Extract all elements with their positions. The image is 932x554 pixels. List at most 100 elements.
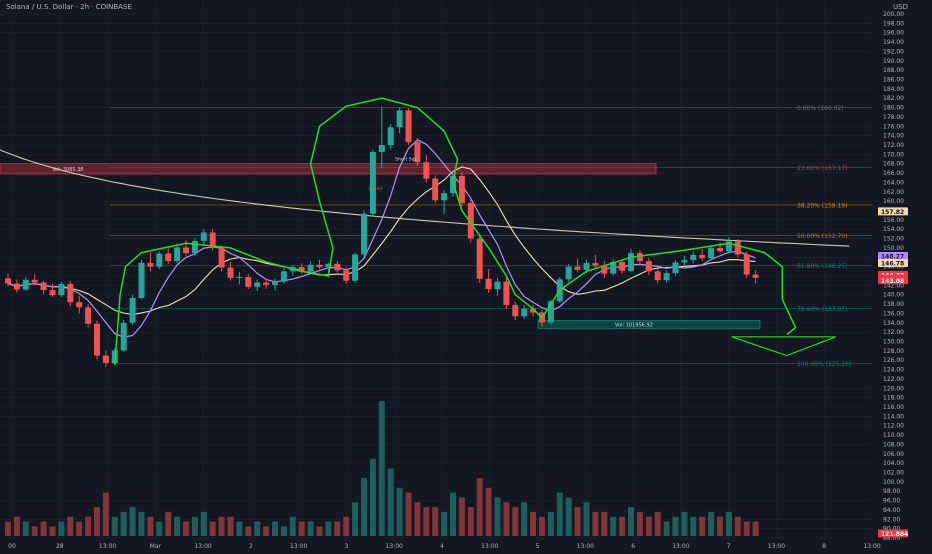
annotation-liquid: Liquid (368, 186, 382, 192)
candle-body (743, 254, 750, 275)
volume-bar (236, 521, 243, 536)
candle-body (245, 276, 252, 287)
volume-bar (280, 526, 287, 536)
candle-body (40, 282, 47, 291)
candle-body (663, 273, 670, 281)
candle-body (272, 281, 278, 285)
volume-bar (183, 521, 189, 536)
candle-body (5, 278, 11, 284)
time-tick-label: 3 (345, 543, 349, 550)
price-tick-label: 90.00 (883, 526, 900, 533)
price-tick-label: 150.00 (883, 245, 904, 252)
price-tick-label: 180.00 (883, 105, 904, 112)
volume-bar (120, 511, 127, 536)
time-tick-label: 13:00 (386, 543, 403, 550)
candle-body (628, 253, 634, 271)
candle-body (601, 265, 608, 274)
candle-body (102, 355, 109, 364)
price-tick-label: 182.00 (883, 95, 904, 102)
candle-body (503, 281, 510, 306)
price-tick-label: 122.00 (883, 376, 904, 383)
candle-body (218, 247, 225, 268)
drawing-target-triangle (731, 336, 836, 357)
time-tick-label: 13:00 (194, 543, 211, 550)
volume-bar (263, 526, 270, 536)
volume-bar (218, 516, 225, 536)
candle-body (485, 278, 492, 290)
time-tick-label: 4 (440, 543, 444, 550)
price-tick-label: 130.00 (883, 339, 904, 346)
volume-bar (681, 511, 688, 536)
candle-body (138, 262, 145, 298)
candle-body (432, 178, 439, 201)
volume-zones: Vol: 3085.38 Vol: 101956.92 (0, 163, 761, 329)
time-tick-label: 2 (249, 543, 253, 550)
volume-bar (699, 516, 706, 536)
price-tick-label: 134.00 (883, 320, 904, 327)
candle-body (254, 282, 261, 287)
volume-bar (85, 516, 92, 536)
price-tick-label: 164.00 (883, 179, 904, 186)
price-badge-label: 157.82 (881, 209, 904, 216)
volume-bar (547, 511, 554, 536)
candle-body (619, 261, 626, 271)
volume-bar (22, 521, 29, 536)
volume-bar (654, 511, 661, 536)
price-tick-label: 88.00 (883, 535, 900, 542)
candle-body (129, 297, 136, 323)
candle-body (636, 253, 643, 262)
price-tick-label: 108.00 (883, 441, 904, 448)
volume-bar (174, 516, 181, 536)
candle-body (316, 264, 323, 268)
volume-bar (227, 516, 234, 536)
time-tick-label: 13:00 (577, 543, 594, 550)
candle-body (699, 254, 706, 259)
candle-body (414, 142, 421, 163)
volume-bar (147, 516, 154, 536)
price-tick-label: 192.00 (883, 48, 904, 55)
price-tick-label: 118.00 (883, 395, 904, 402)
candle-body (94, 323, 100, 356)
zone-box (0, 163, 657, 175)
candle-body (672, 262, 679, 274)
volume-bar (663, 521, 670, 536)
candle-body (592, 262, 599, 266)
candle-body (361, 213, 367, 255)
price-badge-label: 143.08 (881, 278, 904, 285)
volume-bar (76, 521, 83, 536)
candle-body (387, 127, 394, 145)
time-tick-label: 13:00 (481, 543, 498, 550)
price-badge (878, 529, 908, 538)
candle-body (183, 247, 189, 254)
volume-bar (316, 526, 323, 536)
candle-body (690, 254, 697, 261)
candle-body (467, 203, 474, 239)
volume-bar (494, 497, 501, 536)
candle-body (58, 283, 65, 296)
price-tick-label: 142.00 (883, 282, 904, 289)
candle-body (227, 267, 234, 278)
volume-bar (521, 502, 528, 536)
candle-body (22, 279, 29, 290)
volume-bar (636, 511, 643, 536)
volume-bar (556, 492, 563, 536)
price-tick-label: 194.00 (883, 39, 904, 46)
volume-bar (539, 516, 545, 536)
volume-bar (94, 507, 100, 536)
volume-bar (717, 516, 723, 536)
price-tick-label: 140.00 (883, 292, 904, 299)
price-tick-label: 162.00 (883, 189, 904, 196)
fib-label: 61.80% (146.25) (797, 263, 847, 270)
price-tick-label: 92.00 (883, 516, 900, 523)
volume-bar (476, 478, 483, 536)
price-tick-label: 168.00 (883, 161, 904, 168)
volume-bar (467, 507, 474, 536)
candle-body (574, 266, 581, 270)
time-tick-label: 13:00 (672, 543, 689, 550)
volume-bar (272, 521, 278, 536)
price-badge (878, 207, 908, 216)
ma-long-line (0, 149, 850, 247)
volume-bar (156, 521, 163, 536)
